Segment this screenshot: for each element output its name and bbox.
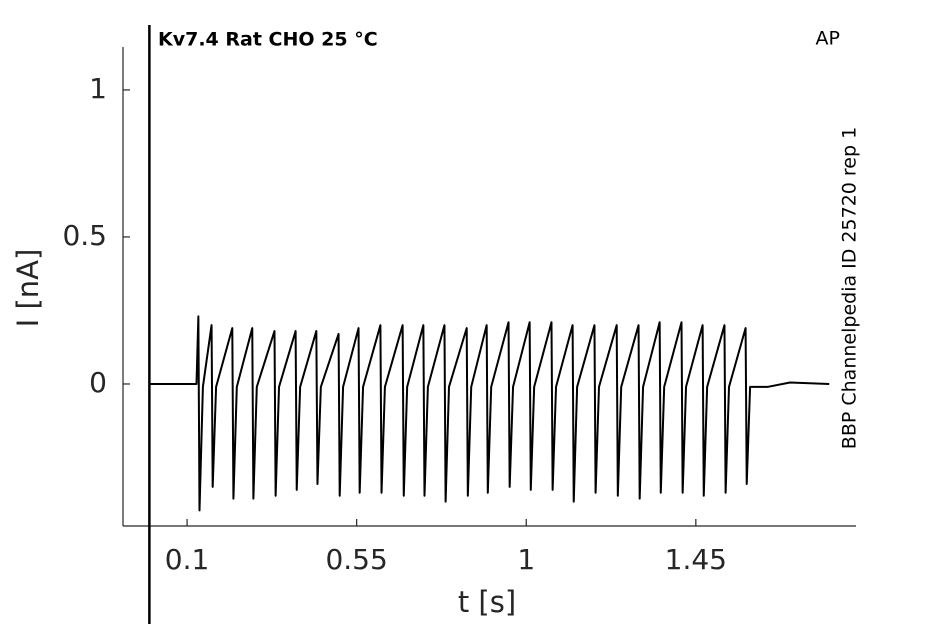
corner-label: AP	[816, 28, 840, 50]
side-label: BBP Channelpedia ID 25720 rep 1	[839, 127, 861, 449]
x-tick-label: 0.1	[165, 543, 210, 576]
x-tick-label: 0.55	[325, 543, 387, 576]
y-tick-label: 1	[89, 72, 107, 105]
y-tick-label: 0.5	[62, 219, 107, 252]
x-tick-label: 1	[517, 543, 535, 576]
trace	[149, 315, 830, 512]
x-axis-label: t [s]	[458, 585, 516, 619]
chart-title: Kv7.4 Rat CHO 25 °C	[158, 29, 378, 51]
y-axis-label: I [nA]	[11, 249, 45, 328]
y-tick-label: 0	[89, 366, 107, 399]
x-tick-label: 1.45	[665, 543, 727, 576]
